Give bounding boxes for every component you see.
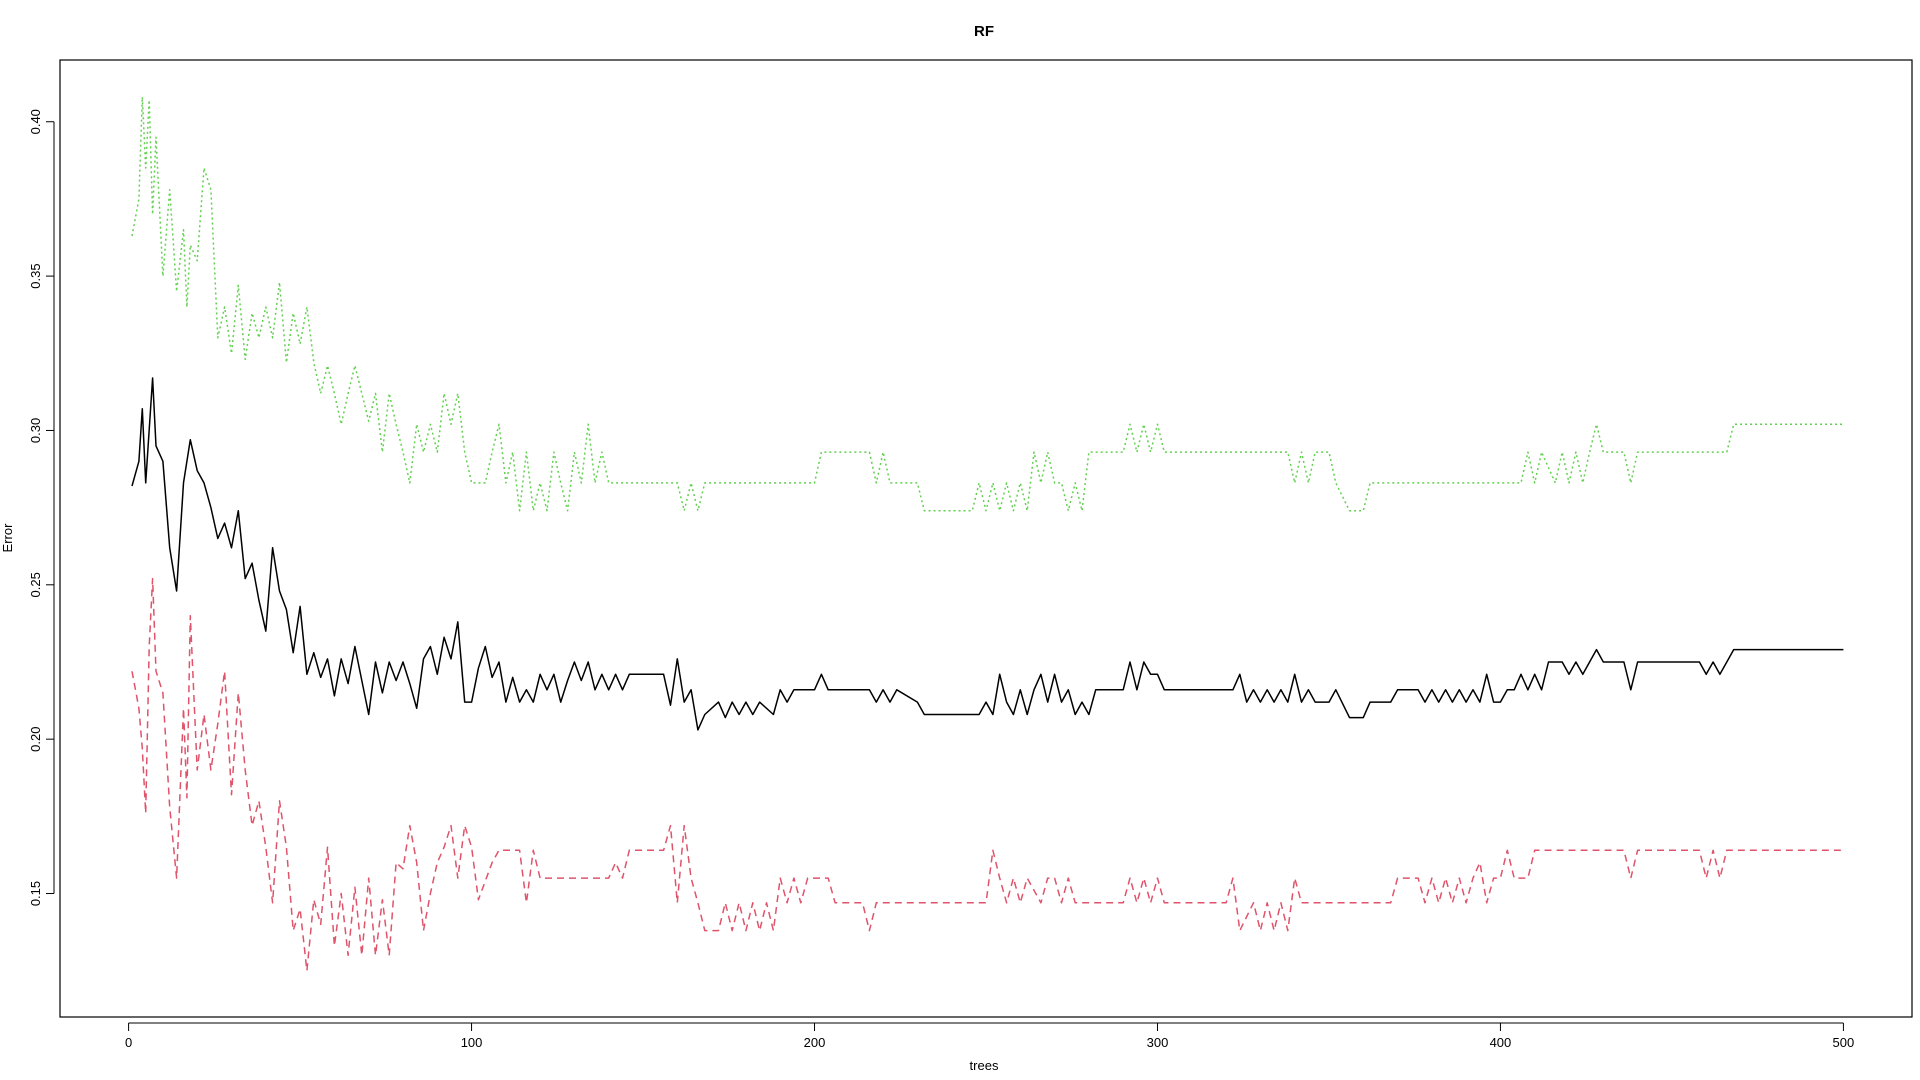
y-tick-label: 0.25 (28, 572, 43, 597)
chart-title: RF (974, 23, 994, 40)
series-line-1 (131, 377, 1844, 731)
x-tick-label: 500 (1833, 1035, 1855, 1050)
y-tick-label: 0.30 (28, 418, 43, 443)
x-tick-label: 100 (461, 1035, 483, 1050)
x-tick-label: 0 (125, 1035, 132, 1050)
x-tick-label: 300 (1147, 1035, 1169, 1050)
x-axis-label: trees (970, 1058, 999, 1073)
y-tick-label: 0.15 (28, 881, 43, 906)
x-tick-label: 200 (804, 1035, 826, 1050)
y-tick-label: 0.35 (28, 263, 43, 288)
y-axis-label: Error (0, 523, 15, 553)
series-line-2 (131, 577, 1844, 972)
series-line-3 (131, 96, 1844, 512)
x-tick-label: 400 (1490, 1035, 1512, 1050)
plot-area-border (59, 59, 1913, 1018)
y-tick-label: 0.40 (28, 109, 43, 134)
y-tick-label: 0.20 (28, 727, 43, 752)
